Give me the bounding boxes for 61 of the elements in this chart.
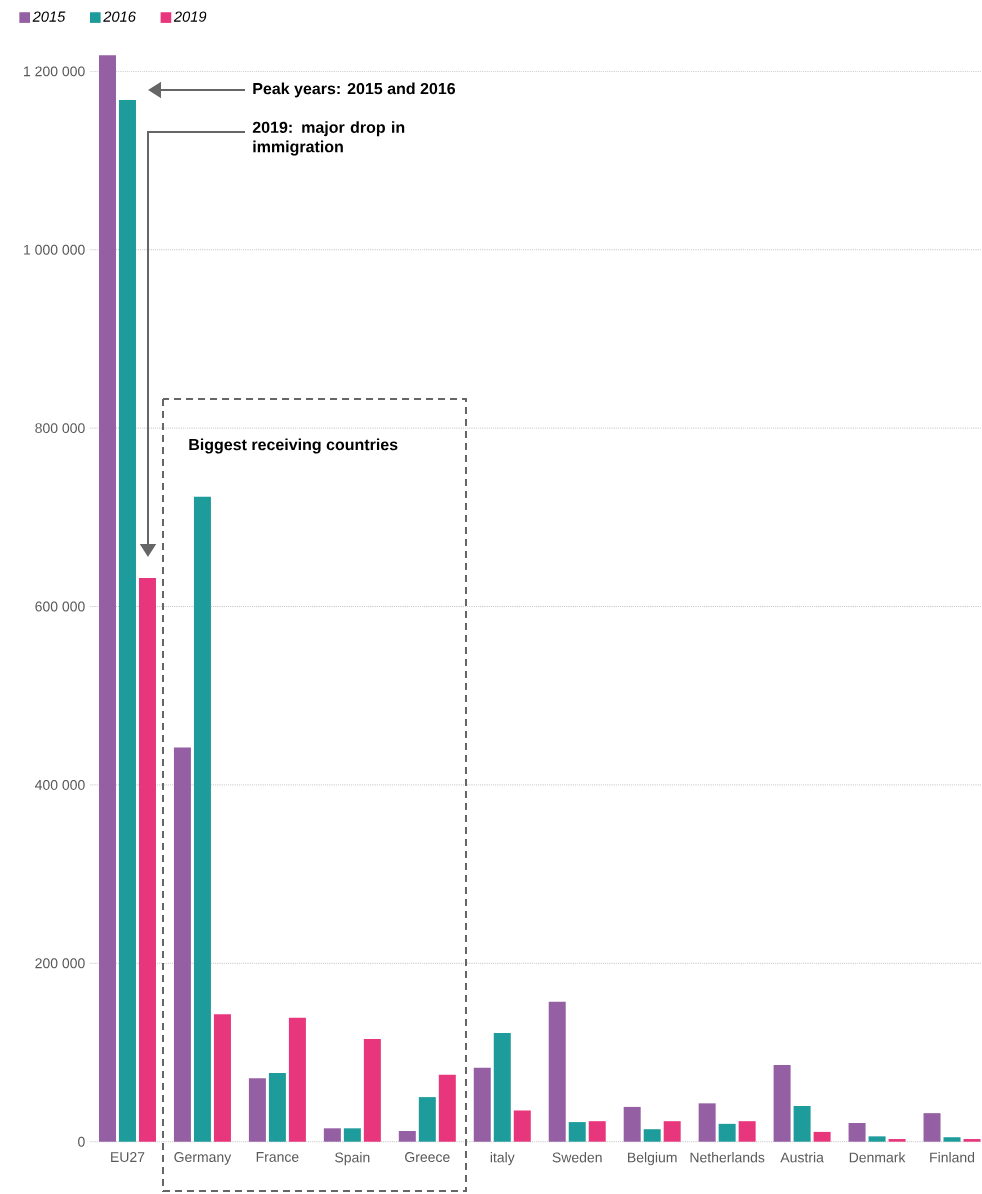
x-tick-label: Sweden <box>552 1152 602 1163</box>
bar <box>718 1123 736 1142</box>
x-tick-label: italy <box>490 1152 515 1166</box>
bar <box>323 1128 341 1142</box>
bar <box>963 1139 981 1142</box>
bar <box>588 1121 606 1142</box>
x-tick-label: Greece <box>405 1152 450 1163</box>
bar <box>98 55 116 1142</box>
bar <box>193 496 211 1142</box>
bar <box>473 1067 491 1142</box>
bar <box>268 1073 286 1142</box>
bar <box>773 1064 791 1142</box>
y-tick-label: 800 000 <box>35 423 85 434</box>
bar <box>418 1097 436 1142</box>
bar <box>848 1122 866 1142</box>
x-tick-label: Germany <box>174 1152 232 1165</box>
bar <box>943 1137 961 1142</box>
bar <box>438 1074 456 1142</box>
y-tick-label: 400 000 <box>35 779 85 790</box>
bar <box>398 1131 416 1142</box>
bar <box>623 1106 641 1142</box>
bar <box>643 1129 661 1142</box>
bar <box>663 1121 681 1142</box>
x-tick-label: France <box>256 1152 299 1162</box>
bar <box>118 99 136 1142</box>
bar <box>813 1131 831 1142</box>
bar <box>288 1017 306 1142</box>
annotation: Peak years: 2015 and 2016 <box>253 82 456 98</box>
x-tick-label: Austria <box>780 1152 824 1163</box>
legend-label: 2016 <box>103 11 136 22</box>
y-tick-label: 0 <box>78 1136 85 1147</box>
annotation: 2019: major drop in immigration <box>252 121 405 156</box>
bar <box>548 1001 566 1142</box>
bar <box>738 1121 756 1142</box>
bar <box>698 1103 716 1142</box>
x-tick-label: Belgium <box>628 1152 677 1166</box>
annotation: Biggest receiving countries <box>189 438 398 454</box>
y-tick-label: 600 000 <box>35 601 85 612</box>
bar <box>493 1032 511 1142</box>
x-tick-label: Spain <box>335 1152 370 1166</box>
bar <box>213 1014 231 1142</box>
bar <box>923 1113 941 1142</box>
bar <box>888 1139 906 1142</box>
x-tick-label: Denmark <box>849 1152 906 1163</box>
x-tick-label: Netherlands <box>690 1152 765 1163</box>
y-tick-label: 1 000 000 <box>24 244 85 255</box>
bar <box>248 1078 266 1142</box>
bar <box>568 1122 586 1142</box>
bar <box>343 1128 361 1142</box>
x-tick-label: EU27 <box>111 1152 145 1163</box>
bar <box>363 1039 381 1142</box>
y-tick-label: 200 000 <box>35 958 85 969</box>
x-tick-label: Finland <box>930 1152 975 1163</box>
legend-label: 2019 <box>173 11 207 22</box>
bar <box>868 1136 886 1142</box>
bar <box>173 747 191 1142</box>
legend-label: 2015 <box>32 11 66 22</box>
bar <box>793 1106 811 1142</box>
bar <box>513 1110 531 1142</box>
bar <box>138 577 156 1142</box>
y-tick-label: 1 200 000 <box>24 66 85 77</box>
